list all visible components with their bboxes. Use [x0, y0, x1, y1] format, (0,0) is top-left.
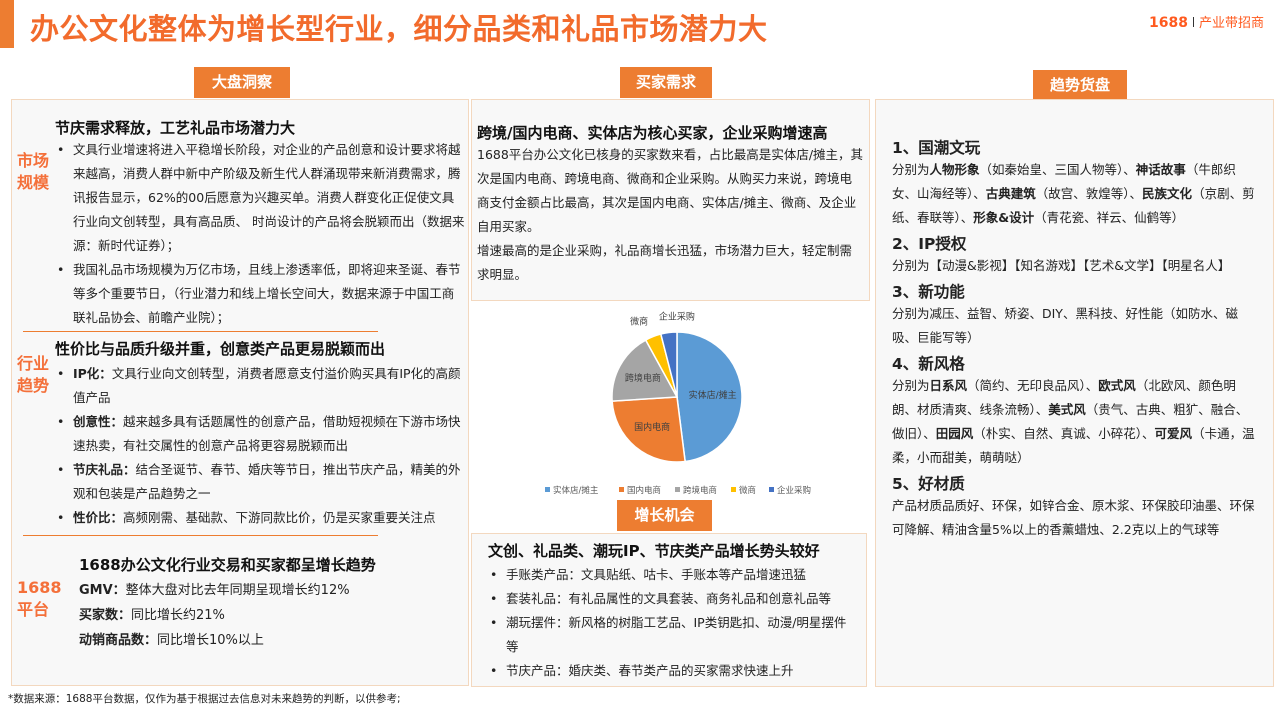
growth-list: 手账类产品：文具贴纸、咕卡、手账本等产品增速迅猛 套装礼品：有礼品属性的文具套装…	[488, 563, 858, 683]
pie-data-label: 实体店/摊主	[689, 389, 737, 401]
legend-swatch	[619, 487, 624, 492]
pie-slice	[611, 396, 686, 463]
industry-trend-list: IP化：文具行业向文创转型，消费者愿意支付溢价购买具有IP化的高颜值产品 创意性…	[55, 362, 465, 530]
side-label-platform: 1688 平台	[17, 578, 62, 619]
market-insight-panel: 市场规模 节庆需求释放，工艺礼品市场潜力大 文具行业增速将进入平稳增长阶段，对企…	[11, 99, 469, 686]
trend-description: 分别为【动漫&影视】【知名游戏】【艺术&文学】【明星名人】	[892, 258, 1231, 273]
platform-stats: GMV：整体大盘对比去年同期呈现增长约12% 买家数：同比增长约21% 动销商品…	[79, 578, 350, 653]
list-item: 节庆产品：婚庆类、春节类产品的买家需求快速上升	[488, 659, 858, 683]
pie-data-label: 微商	[630, 315, 648, 327]
divider	[23, 535, 378, 536]
trend-description: 产品材质品质好、环保，如锌合金、原木浆、环保胶印油墨、环保可降解、精油含量5%以…	[892, 498, 1255, 537]
section-heading: 跨境/国内电商、实体店为核心买家，企业采购增速高	[477, 124, 828, 142]
section-heading: 节庆需求释放，工艺礼品市场潜力大	[55, 119, 296, 137]
buyer-demand-panel: 跨境/国内电商、实体店为核心买家，企业采购增速高 1688平台办公文化已核身的买…	[471, 99, 870, 301]
legend-label: 企业采购	[777, 485, 811, 496]
list-item: 性价比：高频刚需、基础款、下游同款比价，仍是买家重要关注点	[55, 506, 465, 530]
growth-panel: 文创、礼品类、潮玩IP、节庆类产品增长势头较好 手账类产品：文具贴纸、咕卡、手账…	[471, 533, 867, 687]
trend-description: 分别为人物形象（如秦始皇、三国人物等）、神话故事（牛郎织女、山海经等）、古典建筑…	[892, 162, 1255, 225]
market-size-list: 文具行业增速将进入平稳增长阶段，对企业的产品创意和设计要求将越来越高，消费人群中…	[55, 138, 465, 330]
tab-buyer-demand: 买家需求	[620, 67, 712, 98]
trend-description: 分别为减压、益智、矫姿、DIY、黑科技、好性能（如防水、磁吸、巨能写等）	[892, 306, 1238, 345]
stat-buyers: 买家数：同比增长约21%	[79, 608, 225, 623]
trend-title: 1、国潮文玩	[892, 139, 981, 157]
list-item: 套装礼品：有礼品属性的文具套装、商务礼品和创意礼品等	[488, 587, 858, 611]
side-label-market-size: 市场规模	[17, 151, 50, 192]
legend-label: 微商	[739, 485, 756, 496]
trend-title: 5、好材质	[892, 475, 965, 493]
list-item: 我国礼品市场规模为万亿市场，且线上渗透率低，即将迎来圣诞、春节等多个重要节日，（…	[55, 258, 465, 330]
pie-data-label: 企业采购	[659, 310, 695, 322]
list-item: 文具行业增速将进入平稳增长阶段，对企业的产品创意和设计要求将越来越高，消费人群中…	[55, 138, 465, 258]
pie-slice	[659, 331, 678, 398]
brand-logo: 1688 产业带招商	[1149, 12, 1264, 31]
tab-market-insight: 大盘洞察	[194, 67, 290, 98]
page-title: 办公文化整体为增长型行业，细分品类和礼品市场潜力大	[30, 12, 768, 46]
legend-swatch	[675, 487, 680, 492]
footnote: *数据来源：1688平台数据，仅作为基于根据过去信息对未来趋势的判断，以供参考;	[8, 693, 401, 705]
tab-trend-goods: 趋势货盘	[1033, 70, 1127, 101]
brand-number: 1688	[1149, 15, 1188, 31]
list-item: 潮玩摆件：新风格的树脂工艺品、IP类钥匙扣、动漫/明星摆件等	[488, 611, 858, 659]
pie-slice	[611, 339, 679, 402]
list-item: 节庆礼品：结合圣诞节、春节、婚庆等节日，推出节庆产品，精美的外观和包装是产品趋势…	[55, 458, 465, 506]
legend-label: 国内电商	[627, 485, 661, 496]
buyer-paragraph: 1688平台办公文化已核身的买家数来看，占比最高是实体店/摊主，其次是国内电商、…	[477, 147, 864, 234]
stat-gmv: GMV：整体大盘对比去年同期呈现增长约12%	[79, 583, 350, 598]
stat-active-products: 动销商品数：同比增长10%以上	[79, 633, 264, 648]
divider	[23, 331, 378, 332]
section-heading: 性价比与品质升级并重，创意类产品更易脱颖而出	[55, 340, 386, 358]
trend-title: 2、IP授权	[892, 235, 967, 253]
legend-swatch	[731, 487, 736, 492]
trend-title: 4、新风格	[892, 355, 965, 373]
tab-growth-opportunity: 增长机会	[617, 500, 712, 531]
list-item: 创意性：越来越多具有话题属性的创意产品，借助短视频在下游市场快速热卖，有社交属性…	[55, 410, 465, 458]
brand-text: 产业带招商	[1198, 16, 1264, 31]
title-accent-bar	[0, 0, 14, 48]
buyer-paragraph: 增速最高的是企业采购，礼品商增长迅猛，市场潜力巨大，轻定制需求明显。	[477, 243, 853, 282]
list-item: 手账类产品：文具贴纸、咕卡、手账本等产品增速迅猛	[488, 563, 858, 587]
pie-data-label: 国内电商	[634, 421, 670, 433]
legend-label: 跨境电商	[683, 485, 717, 496]
legend-label: 实体店/摊主	[553, 485, 599, 496]
trend-description: 分别为日系风（简约、无印良品风）、欧式风（北欧风、颜色明朗、材质清爽、线条流畅）…	[892, 378, 1255, 465]
section-heading: 1688办公文化行业交易和买家都呈增长趋势	[79, 556, 376, 574]
section-heading: 文创、礼品类、潮玩IP、节庆类产品增长势头较好	[488, 542, 820, 560]
list-item: IP化：文具行业向文创转型，消费者愿意支付溢价购买具有IP化的高颜值产品	[55, 362, 465, 410]
pie-data-label: 跨境电商	[625, 372, 661, 384]
side-label-industry-trend: 行业趋势	[17, 354, 50, 395]
pie-slice	[676, 331, 743, 463]
legend-swatch	[545, 487, 550, 492]
trend-goods-panel: 1、国潮文玩分别为人物形象（如秦始皇、三国人物等）、神话故事（牛郎织女、山海经等…	[875, 99, 1274, 687]
legend-swatch	[769, 487, 774, 492]
trend-title: 3、新功能	[892, 283, 965, 301]
